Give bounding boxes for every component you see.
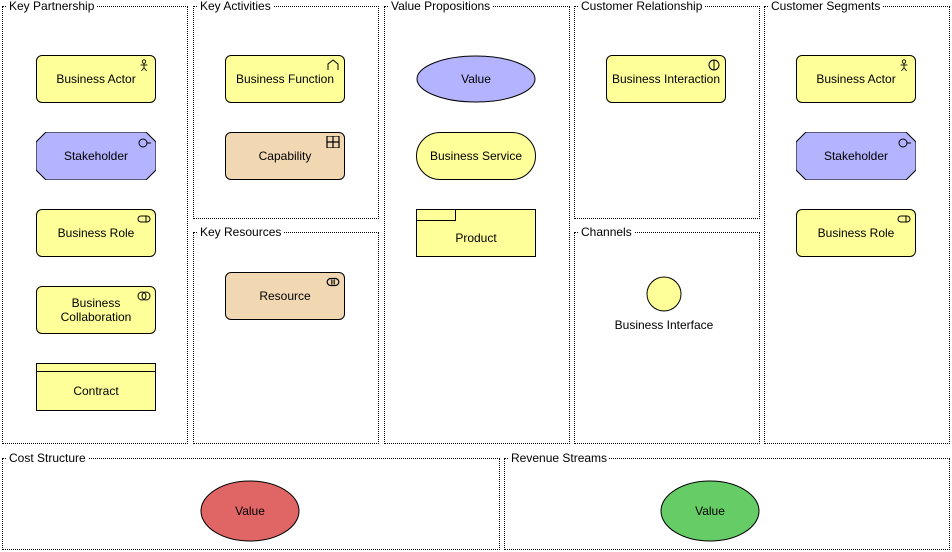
node-value: Value [416,55,536,103]
section-title: Customer Segments [769,0,882,13]
section-title: Revenue Streams [509,451,609,465]
section-title: Value Propositions [389,0,492,13]
node-cost-value: Value [200,480,300,542]
node-business-actor: Business Actor [36,55,156,103]
node-business-role: Business Role [36,209,156,257]
section-title: Customer Relationship [579,0,704,13]
resource-icon [326,276,340,288]
stakeholder-icon [138,137,152,149]
circle-shape [646,276,682,312]
node-label: Product [455,231,496,245]
actor-icon [137,59,151,71]
interaction-icon [707,59,721,71]
collaboration-icon [137,290,151,302]
actor-icon [897,59,911,71]
node-label: Business Interface [614,318,714,332]
node-label: Business Role [818,226,895,240]
node-business-interface: Business Interface [614,276,714,332]
section-customer-relationship: Customer Relationship [574,6,760,219]
section-title: Cost Structure [7,451,88,465]
node-capability: Capability [225,132,345,180]
node-label: Business Role [58,226,135,240]
node-label: Business Interaction [612,72,720,86]
node-label: Business Function [236,72,334,86]
node-label: Value [695,504,725,518]
node-business-role: Business Role [796,209,916,257]
node-business-interaction: Business Interaction [606,55,726,103]
node-contract: Contract [36,363,156,411]
node-business-service: Business Service [416,132,536,180]
node-label: Business Actor [816,72,895,86]
section-title: Key Resources [198,225,283,239]
capability-icon [326,136,340,148]
function-icon [326,59,340,71]
node-label: Resource [259,289,310,303]
node-label: Business Actor [56,72,135,86]
node-stakeholder: Stakeholder [36,132,156,180]
node-business-collaboration: Business Collaboration [36,286,156,334]
role-icon [897,213,911,225]
section-key-activities: Key Activities [193,6,379,219]
node-label: Value [235,504,265,518]
section-title: Channels [579,225,634,239]
stakeholder-icon [898,137,912,149]
node-label: Stakeholder [64,149,128,163]
node-label: Stakeholder [824,149,888,163]
node-business-function: Business Function [225,55,345,103]
node-label: Contract [73,384,118,398]
section-title: Key Activities [198,0,273,13]
section-title: Key Partnership [7,0,96,13]
node-label: Value [461,72,491,86]
node-revenue-value: Value [660,480,760,542]
node-resource: Resource [225,272,345,320]
node-business-actor: Business Actor [796,55,916,103]
section-key-resources: Key Resources [193,232,379,444]
node-label: Business Service [430,149,522,163]
node-stakeholder: Stakeholder [796,132,916,180]
section-channels: Channels [574,232,760,444]
node-product: Product [416,209,536,257]
node-label: Capability [259,149,312,163]
role-icon [137,213,151,225]
